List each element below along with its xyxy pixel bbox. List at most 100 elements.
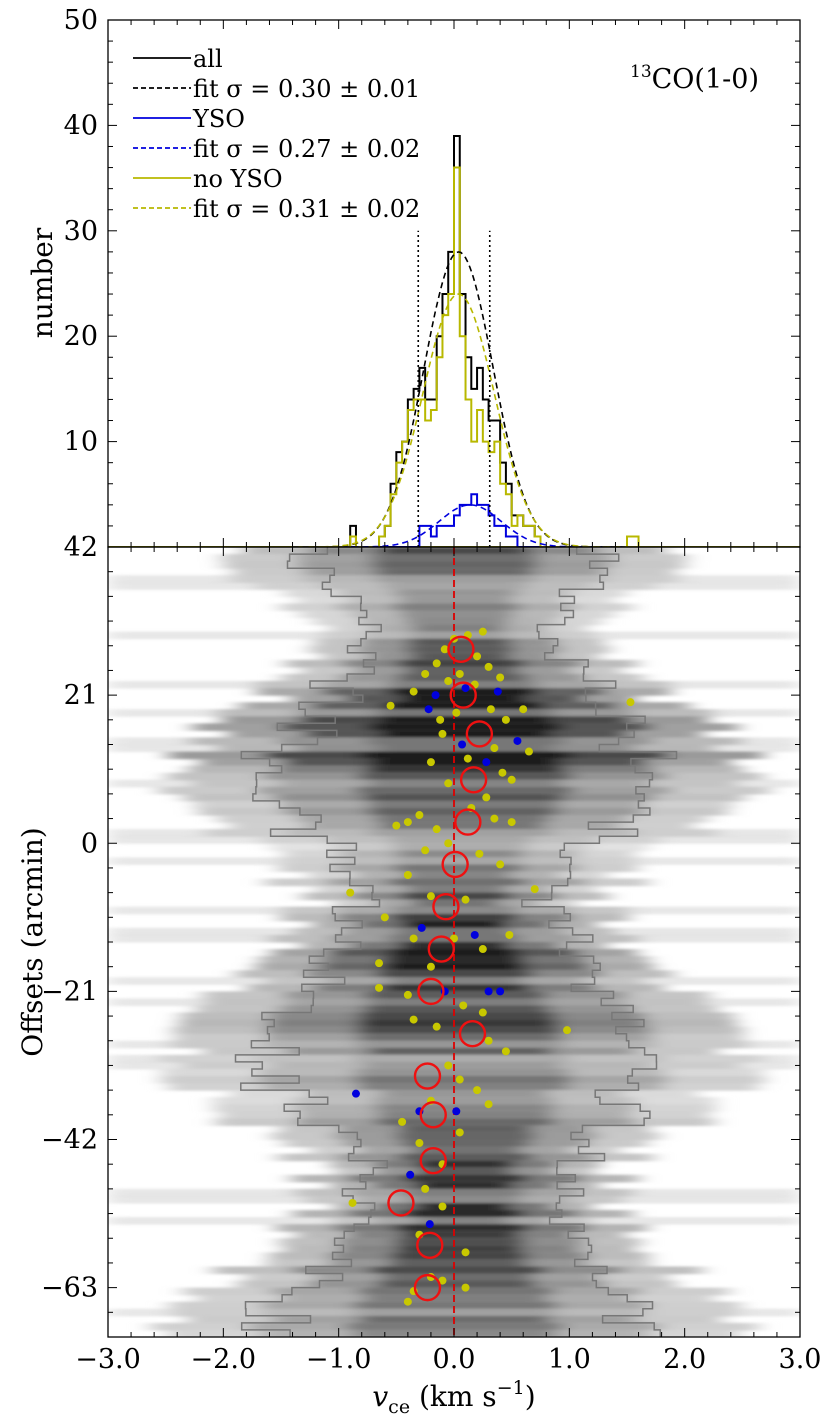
- no-yso-point: [496, 860, 505, 869]
- no-yso-point: [426, 892, 435, 901]
- pv-band: [397, 850, 522, 858]
- yso-point: [461, 684, 470, 693]
- mean-velocity-circle: [416, 1231, 444, 1260]
- pv-band: [394, 603, 519, 612]
- mean-velocity-circle: [419, 1146, 447, 1175]
- axes: 10 20 30 40 50 −3.0 −2.0 −1.0 0.0 1.0 2.0 3.0 42 21 0 −…: [41, 5, 821, 1375]
- pv-band: [369, 1047, 552, 1056]
- no-yso-point: [519, 705, 528, 714]
- no-yso-point: [444, 779, 453, 788]
- no-yso-point: [455, 1128, 464, 1137]
- pv-band: [419, 1167, 511, 1176]
- pv-band: [358, 1033, 560, 1042]
- no-yso-point: [348, 1198, 357, 1207]
- no-yso-point: [507, 775, 516, 784]
- pv-band: [406, 617, 509, 626]
- pv-ytick-label: −42: [41, 1125, 98, 1156]
- hist-ytick-label: 50: [64, 5, 98, 36]
- pv-band: [357, 1026, 559, 1035]
- no-yso-point: [501, 1047, 510, 1056]
- pv-band: [395, 1224, 527, 1232]
- no-yso-point: [436, 715, 445, 724]
- pv-xtick-label: 2.0: [663, 1344, 706, 1375]
- no-yso-point: [375, 959, 384, 968]
- pv-xtick-label: 1.0: [548, 1344, 591, 1375]
- pv-profile-outline: [234, 547, 678, 1337]
- no-yso-point: [496, 673, 505, 682]
- mean-velocity-circle: [441, 850, 469, 879]
- pv-band: [402, 1210, 523, 1218]
- no-yso-point: [438, 1202, 447, 1211]
- pv-ytick-label: −21: [41, 976, 98, 1007]
- pv-y-axis-label: Offsets (arcmin): [16, 827, 49, 1056]
- pv-streak: [108, 737, 800, 745]
- yso-point: [351, 1089, 360, 1098]
- no-yso-point: [450, 934, 458, 943]
- mean-velocity-circle: [459, 766, 488, 794]
- mean-velocity-circle: [449, 681, 477, 709]
- no-yso-point: [482, 793, 491, 802]
- pv-band: [359, 772, 571, 781]
- no-yso-point: [463, 754, 472, 763]
- pv-band: [364, 793, 563, 802]
- no-yso-point: [478, 1008, 487, 1017]
- legend-label-3: fit σ = 0.27 ± 0.02: [193, 135, 420, 163]
- mean-velocity-circle: [454, 808, 482, 836]
- pv-band: [379, 1280, 534, 1289]
- pv-band: [399, 659, 524, 668]
- no-yso-point: [563, 1026, 572, 1035]
- no-yso-point: [386, 701, 395, 710]
- legend-label-2: YSO: [192, 105, 245, 133]
- histogram-marks: [108, 134, 800, 547]
- no-yso-point: [415, 811, 424, 820]
- no-yso-point: [346, 888, 355, 897]
- mean-velocity-circle: [413, 1273, 442, 1302]
- pv-band: [399, 1125, 531, 1134]
- pv-band: [382, 1273, 532, 1282]
- pv-streak: [108, 575, 800, 583]
- pv-band: [359, 1012, 555, 1021]
- no-yso-point: [455, 669, 464, 678]
- no-yso-point: [421, 846, 430, 855]
- pv-band: [381, 1090, 547, 1098]
- pv-band: [397, 1132, 534, 1141]
- pv-band: [376, 1104, 553, 1112]
- pv-band: [377, 1118, 554, 1126]
- pv-band: [408, 638, 511, 647]
- no-yso-point: [444, 677, 453, 686]
- pv-band: [381, 730, 550, 739]
- pv-band: [368, 800, 559, 809]
- no-yso-point: [415, 1139, 424, 1148]
- yso-point: [458, 740, 467, 749]
- mean-velocity-circle: [419, 1101, 447, 1129]
- pv-band: [412, 899, 498, 908]
- pv-band: [379, 716, 551, 724]
- no-yso-point: [438, 1276, 447, 1285]
- pv-band: [402, 1231, 520, 1239]
- pv-band: [390, 1259, 526, 1268]
- pv-band: [401, 892, 510, 901]
- no-yso-point: [478, 945, 487, 954]
- no-yso-point: [475, 849, 484, 858]
- pv-band: [389, 878, 525, 887]
- mean-velocity-circle: [465, 720, 494, 748]
- pv-band: [407, 645, 513, 654]
- no-yso-point: [403, 1297, 412, 1306]
- profile-left-edge: [234, 547, 389, 1337]
- pv-band: [417, 1160, 513, 1169]
- legend-label-0: all: [193, 45, 223, 73]
- pv-band: [402, 695, 526, 703]
- pv-band: [391, 1252, 526, 1261]
- pv-band: [355, 1068, 569, 1077]
- pv-band: [398, 673, 527, 682]
- pv-ytick-label: −63: [41, 1273, 98, 1304]
- yso-point: [417, 923, 426, 932]
- pv-band: [379, 822, 544, 830]
- pv-band: [377, 970, 532, 978]
- pv-band: [393, 843, 527, 851]
- no-yso-point: [409, 687, 418, 696]
- yso-point: [470, 930, 479, 939]
- no-yso-point: [375, 983, 384, 992]
- pv-xtick-label: 0.0: [433, 1344, 476, 1375]
